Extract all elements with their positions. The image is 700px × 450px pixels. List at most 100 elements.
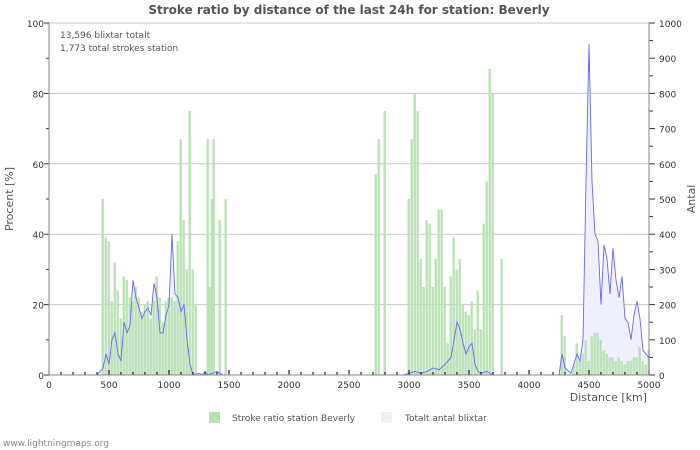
y-left-tick-label: 60 <box>33 161 45 171</box>
ratio-bar <box>206 139 209 375</box>
axes: 0204060801000100200300400500600700800900… <box>27 20 682 391</box>
ratio-bar <box>578 360 581 375</box>
ratio-bar <box>572 364 575 375</box>
ratio-bar <box>434 258 437 375</box>
ratio-bar <box>119 318 122 375</box>
ratio-bar <box>125 279 128 375</box>
ratio-bar <box>143 304 146 375</box>
ratio-bar <box>164 301 167 375</box>
ratio-bar <box>419 258 422 375</box>
ratio-bar <box>185 269 188 375</box>
total-strokes-line <box>96 44 650 376</box>
y-right-tick-label: 100 <box>659 337 676 347</box>
ratio-bar <box>452 237 455 375</box>
ratio-bar <box>107 241 110 375</box>
x-axis-label: Distance [km] <box>570 391 647 404</box>
ratio-bar <box>134 287 137 375</box>
x-tick-label: 4500 <box>578 381 601 391</box>
legend-label-total: Totalt antal blixtar <box>404 414 487 424</box>
ratio-bar <box>605 353 608 375</box>
ratio-bar <box>413 93 416 376</box>
ratio-bar <box>635 357 638 375</box>
legend-swatch-ratio <box>209 412 220 423</box>
ratio-bar <box>476 290 479 375</box>
ratio-bar <box>611 357 614 375</box>
x-tick-label: 2500 <box>338 381 361 391</box>
ratio-bar <box>440 209 443 375</box>
legend-label-ratio: Stroke ratio station Beverly <box>232 414 356 424</box>
ratio-bar <box>623 364 626 375</box>
ratio-bar <box>584 339 587 375</box>
ratio-bar <box>590 336 593 375</box>
x-tick-label: 5000 <box>638 381 661 391</box>
footer-link[interactable]: www.lightningmaps.org <box>3 439 109 449</box>
ratio-bar <box>629 360 632 375</box>
ratio-bar <box>113 262 116 375</box>
ratio-bar <box>101 199 104 375</box>
x-tick-label: 3000 <box>398 381 421 391</box>
ratio-bar <box>383 111 386 375</box>
ratio-bar <box>617 357 620 375</box>
ratio-bar <box>467 315 470 375</box>
ratio-bar <box>176 241 179 375</box>
ratio-bar <box>428 223 431 375</box>
x-tick-label: 1000 <box>158 381 181 391</box>
ratio-bar <box>644 364 647 375</box>
x-tick-label: 2000 <box>278 381 301 391</box>
ratio-bar <box>167 297 170 375</box>
y-right-tick-label: 900 <box>659 55 676 65</box>
y-left-tick-label: 0 <box>38 372 44 382</box>
ratio-series <box>96 44 650 376</box>
y-right-tick-label: 600 <box>659 161 676 171</box>
ratio-bar <box>596 332 599 375</box>
ratio-bar <box>188 111 191 375</box>
ratio-bar <box>152 301 155 375</box>
x-tick-label: 1500 <box>218 381 241 391</box>
ratio-bar <box>431 287 434 375</box>
ratio-bar <box>614 360 617 375</box>
x-tick-label: 4000 <box>518 381 541 391</box>
ratio-bar <box>488 68 491 375</box>
ratio-bar <box>632 357 635 375</box>
y-right-tick-label: 1000 <box>659 20 682 30</box>
x-tick-label: 500 <box>100 381 117 391</box>
ratio-bar <box>146 301 149 375</box>
y-left-tick-label: 20 <box>33 302 45 312</box>
grid <box>49 22 649 306</box>
ratio-bar <box>443 287 446 375</box>
ratio-bar <box>374 174 377 375</box>
ratio-bar <box>104 237 107 375</box>
ratio-bar <box>437 209 440 375</box>
y-left-tick-label: 80 <box>33 90 45 100</box>
ratio-bar <box>473 329 476 375</box>
ratio-bar <box>208 287 211 375</box>
ratio-bar <box>593 332 596 375</box>
ratio-bar <box>218 220 221 375</box>
y-right-tick-label: 500 <box>659 196 676 206</box>
ratio-bar <box>599 339 602 375</box>
ratio-bar <box>137 297 140 375</box>
ratio-bar <box>194 304 197 375</box>
ratio-bar <box>449 276 452 375</box>
y-right-tick-label: 200 <box>659 302 676 312</box>
ratio-bar <box>149 318 152 375</box>
ratio-bar <box>581 353 584 375</box>
ratio-bar <box>563 336 566 375</box>
x-tick-label: 3500 <box>458 381 481 391</box>
ratio-bar <box>482 223 485 375</box>
ratio-bar <box>407 199 410 375</box>
ratio-bar <box>155 276 158 375</box>
ratio-bar <box>464 311 467 375</box>
ratio-bar <box>446 343 449 375</box>
y-right-tick-label: 800 <box>659 90 676 100</box>
legend-swatch-total <box>381 412 392 423</box>
ratio-bar <box>170 297 173 375</box>
y-axis-left-label: Procent [%] <box>3 167 16 231</box>
ratio-bar <box>110 301 113 375</box>
ratio-bar <box>377 139 380 375</box>
ratio-bar <box>173 301 176 375</box>
y-axis-right-label: Antal <box>685 185 698 214</box>
ratio-bar <box>140 311 143 375</box>
